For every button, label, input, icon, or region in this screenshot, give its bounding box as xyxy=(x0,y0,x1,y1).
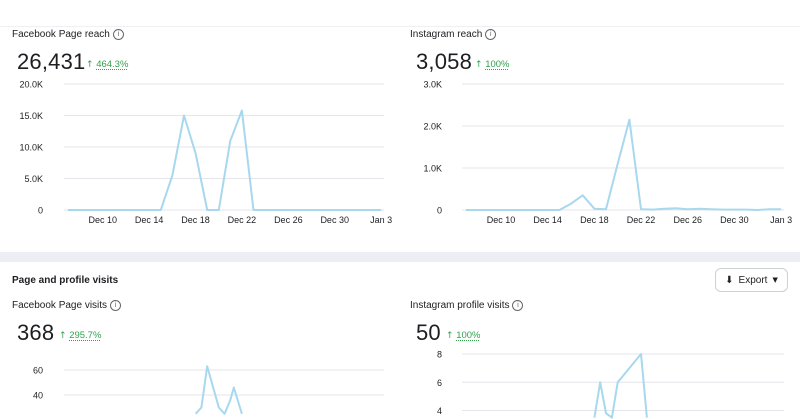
y-tick-label: 4 xyxy=(437,406,442,416)
x-tick-label: Dec 22 xyxy=(228,215,257,225)
instagram-reach-chart: 0 1.0K 2.0K 3.0K Dec 10 Dec 14 Dec 18 Dec 22 Dec… xyxy=(423,80,792,226)
facebook-reach-title: Facebook Page reach i xyxy=(12,29,124,40)
info-icon[interactable]: i xyxy=(112,29,124,40)
x-tick-label: Dec 14 xyxy=(135,215,164,225)
y-tick-label: 1.0K xyxy=(423,164,442,174)
instagram-visits-title: Instagram profile visits i xyxy=(410,300,524,311)
x-tick-label: Dec 26 xyxy=(274,215,303,225)
x-tick-label: Dec 26 xyxy=(673,215,702,225)
section-divider xyxy=(0,252,800,262)
series-line xyxy=(194,365,243,415)
facebook-visits-chart: 40 60 xyxy=(33,365,384,415)
x-tick-label: Jan 3 xyxy=(370,215,392,225)
y-tick-label: 8 xyxy=(437,350,442,360)
export-button[interactable]: ⬇ Export ▼ xyxy=(715,268,788,292)
x-tick-label: Dec 22 xyxy=(627,215,656,225)
y-tick-label: 5.0K xyxy=(24,174,43,184)
x-tick-label: Dec 10 xyxy=(487,215,516,225)
export-label: Export xyxy=(738,274,768,286)
series-line xyxy=(466,118,782,211)
info-icon[interactable]: i xyxy=(485,29,497,40)
instagram-visits-value: 50 xyxy=(416,320,441,345)
x-tick-label: Dec 18 xyxy=(181,215,210,225)
y-tick-label: 40 xyxy=(33,391,43,401)
visits-section-title: Page and profile visits xyxy=(12,275,119,286)
y-tick-label: 3.0K xyxy=(423,80,442,90)
arrow-up-icon: ↑ xyxy=(86,60,94,70)
x-tick-label: Dec 30 xyxy=(720,215,749,225)
instagram-reach-value: 3,058 xyxy=(416,49,473,74)
x-tick-label: Dec 30 xyxy=(320,215,349,225)
series-line xyxy=(68,109,382,211)
y-tick-label: 60 xyxy=(33,366,43,376)
info-icon[interactable]: i xyxy=(110,300,122,311)
arrow-up-icon: ↑ xyxy=(446,331,454,341)
x-tick-label: Dec 14 xyxy=(533,215,562,225)
arrow-up-icon: ↑ xyxy=(59,331,67,341)
instagram-reach-title: Instagram reach i xyxy=(410,29,497,40)
y-tick-label: 0 xyxy=(437,206,442,216)
instagram-reach-change: ↑ 100% xyxy=(475,59,510,70)
facebook-visits-value: 368 xyxy=(17,320,55,345)
y-tick-label: 15.0K xyxy=(19,111,43,121)
instagram-visits-chart: 4 6 8 xyxy=(437,350,784,419)
y-tick-label: 0 xyxy=(38,206,43,216)
facebook-visits-title: Facebook Page visits i xyxy=(12,300,122,311)
download-icon: ⬇ xyxy=(725,274,734,286)
y-tick-label: 2.0K xyxy=(423,122,442,132)
facebook-reach-change: ↑ 464.3% xyxy=(86,59,129,70)
visits-card xyxy=(0,262,800,419)
caret-down-icon: ▼ xyxy=(772,276,778,284)
x-tick-label: Jan 3 xyxy=(770,215,792,225)
info-icon[interactable]: i xyxy=(512,300,524,311)
facebook-reach-value: 26,431 xyxy=(17,49,86,74)
arrow-up-icon: ↑ xyxy=(475,60,483,70)
y-tick-label: 6 xyxy=(437,378,442,388)
y-tick-label: 20.0K xyxy=(19,80,43,90)
facebook-visits-change: ↑ 295.7% xyxy=(59,330,102,341)
instagram-visits-change: ↑ 100% xyxy=(446,330,481,341)
x-tick-label: Dec 10 xyxy=(89,215,118,225)
facebook-reach-chart: 0 5.0K 10.0K 15.0K 20.0K Dec 10 Dec 14 Dec 18 De… xyxy=(19,80,392,226)
series-line xyxy=(593,353,648,419)
y-tick-label: 10.0K xyxy=(19,143,43,153)
x-tick-label: Dec 18 xyxy=(580,215,609,225)
reach-card xyxy=(0,26,800,253)
